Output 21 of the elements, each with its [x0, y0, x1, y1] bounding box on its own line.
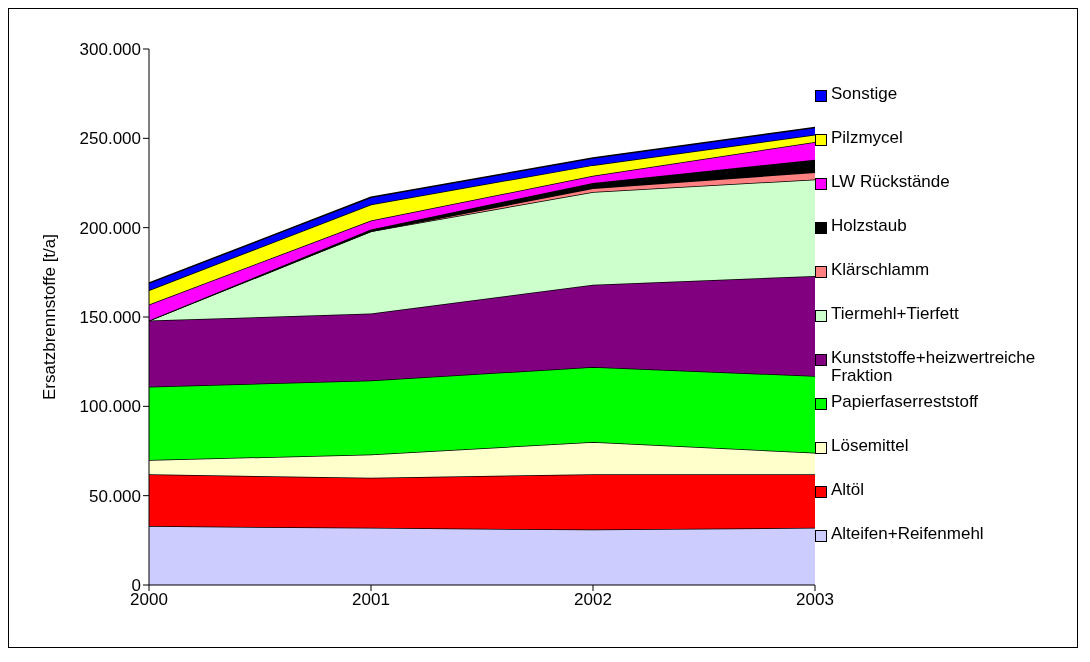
series-label: LW Rückstände	[831, 172, 950, 191]
x-tick-label: 2002	[574, 590, 612, 610]
series-label: Altöl	[831, 480, 865, 499]
series-label: Tiermehl+Tierfett	[831, 304, 959, 323]
legend-label: Sonstige	[831, 84, 898, 103]
x-tick-label: 2001	[352, 590, 390, 610]
y-tick-label: 300.000	[79, 40, 141, 60]
y-axis-title: Ersatzbrennstoffe [t/a]	[40, 234, 60, 400]
series-label: Alteifen+Reifenmehl	[831, 524, 984, 543]
x-tick-label: 2003	[796, 590, 834, 610]
series-label: Klärschlamm	[831, 260, 930, 279]
y-tick-label: 250.000	[79, 129, 141, 149]
y-tick-label: 200.000	[79, 218, 141, 238]
series-label: Pilzmycel	[831, 128, 903, 147]
series-label: Holzstaub	[831, 216, 907, 235]
y-tick-label: 100.000	[79, 397, 141, 417]
y-tick-label: 150.000	[79, 308, 141, 328]
series-label: Kunststoffe+heizwertreiche Fraktion	[831, 348, 1037, 385]
y-tick-label: 50.000	[89, 486, 141, 506]
series-label: Papierfaserreststoff	[831, 392, 979, 411]
legend-label: Lösemittel	[831, 436, 909, 455]
